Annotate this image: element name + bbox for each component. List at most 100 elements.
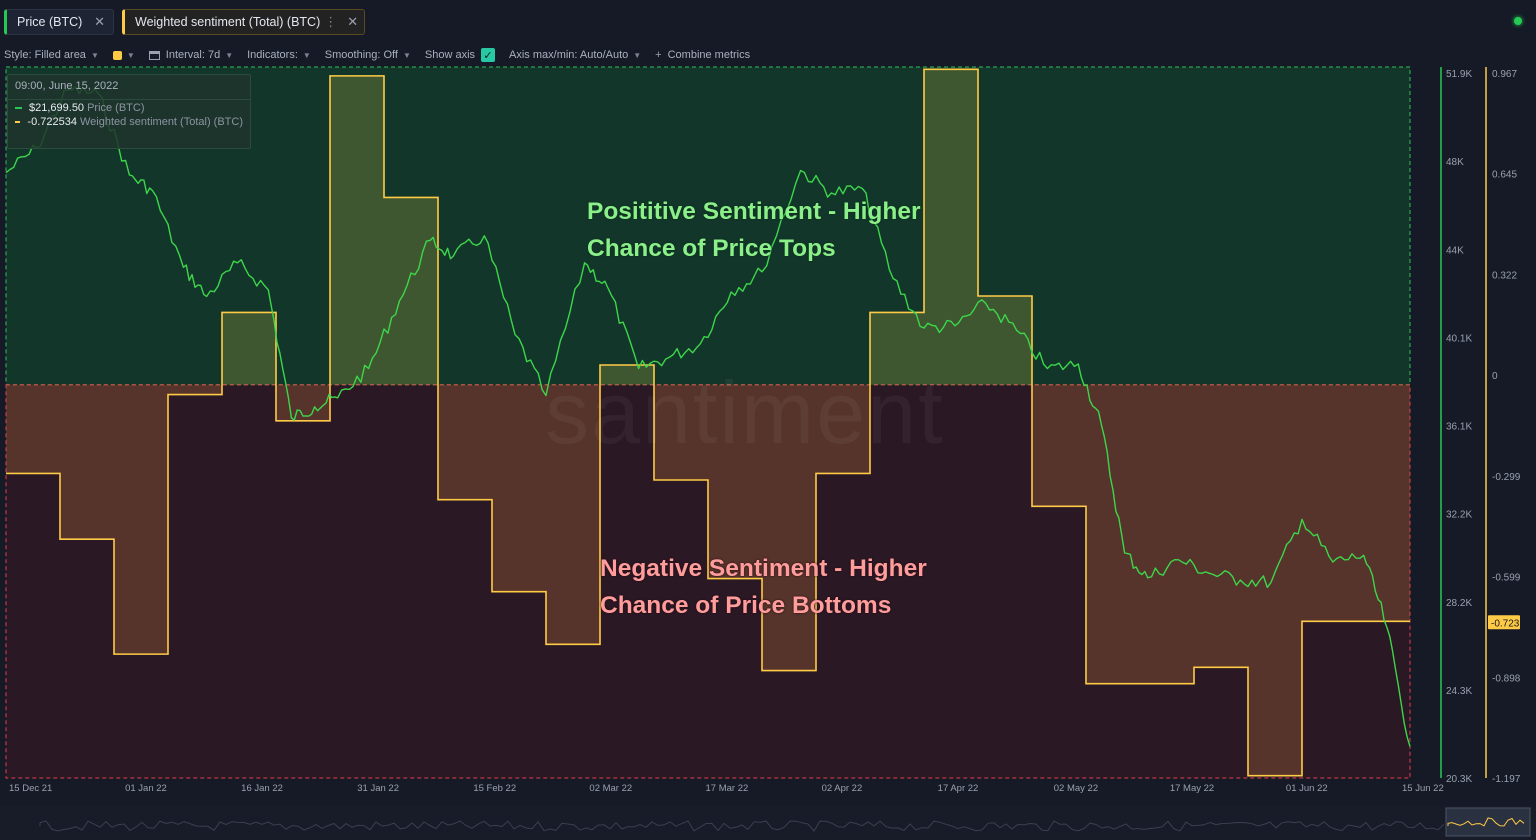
sentiment-step-area xyxy=(1248,384,1302,776)
live-status-dot xyxy=(1514,17,1522,25)
axis-minmax-label: Axis max/min: Auto/Auto xyxy=(509,49,629,61)
negative-zone xyxy=(6,384,1410,778)
sentiment-step-area xyxy=(1032,384,1086,507)
sentiment-step-area xyxy=(924,69,978,385)
show-axis-toggle[interactable]: Show axis ✓ xyxy=(424,48,496,62)
interval-label: Interval: 7d xyxy=(165,49,221,61)
smoothing-label: Smoothing: Off xyxy=(324,49,398,61)
sentiment-step-area xyxy=(168,384,222,395)
navigator-sentiment-line xyxy=(1447,817,1525,827)
sentiment-step-area xyxy=(978,296,1032,385)
tooltip-sentiment-row: -0.722534 Weighted sentiment (Total) (BT… xyxy=(8,114,250,128)
price-axis-tick-label: 20.3K xyxy=(1446,774,1472,785)
tooltip-price-value: $21,699.50 xyxy=(29,102,85,114)
positive-annotation-line2: Chance of Price Tops xyxy=(587,235,836,262)
sentiment-axis-tick-label: 0.322 xyxy=(1492,270,1517,281)
negative-annotation-line2: Chance of Price Bottoms xyxy=(600,592,892,619)
sentiment-step-area xyxy=(1356,384,1410,622)
sentiment-step-line xyxy=(6,68,1410,777)
sentiment-step-area xyxy=(1194,384,1248,668)
combine-metrics-button[interactable]: + Combine metrics xyxy=(655,49,750,61)
price-axis-tick-label: 28.2K xyxy=(1446,598,1472,609)
tab-price-btc[interactable]: Price (BTC) ✕ xyxy=(4,9,114,35)
metric-tabs: Price (BTC) ✕ Weighted sentiment (Total)… xyxy=(4,9,365,37)
chevron-down-icon: ▼ xyxy=(633,50,642,60)
style-dropdown[interactable]: Style: Filled area ▼ xyxy=(4,49,99,61)
sentiment-legend-swatch xyxy=(15,121,21,123)
price-axis-tick-label: 24.3K xyxy=(1446,686,1472,697)
x-axis-tick-label: 01 Jun 22 xyxy=(1286,783,1328,794)
x-axis-tick-label: 15 Dec 21 xyxy=(9,783,52,794)
x-axis-tick-label: 01 Jan 22 xyxy=(125,783,167,794)
sentiment-step-area xyxy=(438,384,492,500)
style-label: Style: Filled area xyxy=(4,49,86,61)
chevron-down-icon: ▼ xyxy=(402,50,411,60)
sentiment-step-area xyxy=(330,75,384,385)
plus-icon: + xyxy=(655,49,662,61)
x-axis-tick-label: 02 May 22 xyxy=(1054,783,1098,794)
positive-annotation-line1: Posititive Sentiment - Higher xyxy=(587,198,921,225)
combine-metrics-label: Combine metrics xyxy=(667,49,751,61)
price-axis-tick-label: 51.9K xyxy=(1446,69,1472,80)
sentiment-axis-tick-label: -0.898 xyxy=(1492,673,1521,684)
sentiment-current-value: -0.723 xyxy=(1491,618,1520,629)
x-axis-tick-label: 17 Apr 22 xyxy=(938,783,979,794)
sentiment-step-area xyxy=(1140,384,1194,684)
chart-toolbar: Style: Filled area ▼ ▼ Interval: 7d ▼ Indi… xyxy=(4,47,764,63)
sentiment-axis-tick-label: 0.645 xyxy=(1492,170,1517,181)
x-axis-tick-label: 16 Jan 22 xyxy=(241,783,283,794)
checkbox-checked-icon[interactable]: ✓ xyxy=(481,48,496,62)
price-legend-swatch xyxy=(15,107,22,109)
x-axis-tick-label: 17 May 22 xyxy=(1170,783,1214,794)
sentiment-step-area xyxy=(816,384,870,474)
sentiment-axis-tick-label: -0.599 xyxy=(1492,573,1521,584)
tooltip-price-name: Price (BTC) xyxy=(87,102,145,114)
sentiment-step-area xyxy=(1302,384,1356,622)
negative-zone-border xyxy=(5,384,1411,779)
price-axis-tick-label: 40.1K xyxy=(1446,333,1472,344)
tooltip-date: 09:00, June 15, 2022 xyxy=(8,75,250,100)
sentiment-axis-tick-label: -0.299 xyxy=(1492,472,1521,483)
x-axis-tick-label: 02 Apr 22 xyxy=(822,783,863,794)
smoothing-dropdown[interactable]: Smoothing: Off ▼ xyxy=(325,49,411,61)
color-picker[interactable]: ▼ xyxy=(112,50,135,60)
x-axis-tick-label: 31 Jan 22 xyxy=(357,783,399,794)
sentiment-step-area xyxy=(762,384,816,671)
navigator-selection-handle[interactable] xyxy=(1445,807,1531,837)
show-axis-label: Show axis xyxy=(424,49,476,61)
price-axis-tick-label: 48K xyxy=(1446,157,1464,168)
more-options-icon[interactable]: ⋮ xyxy=(324,14,338,29)
tooltip-price-row: $21,699.50 Price (BTC) xyxy=(8,100,250,114)
tab-price-label: Price (BTC) xyxy=(17,15,83,29)
sentiment-step-area xyxy=(870,312,924,385)
santiment-watermark: santiment xyxy=(545,363,945,462)
close-icon[interactable]: ✕ xyxy=(347,14,359,29)
close-icon[interactable]: ✕ xyxy=(94,14,105,29)
sentiment-step-area xyxy=(384,197,438,385)
interval-dropdown[interactable]: Interval: 7d ▼ xyxy=(148,49,234,61)
sentiment-step-area xyxy=(222,312,276,385)
positive-sentiment-annotation: Posititive Sentiment - Higher Chance of … xyxy=(587,193,921,267)
indicators-dropdown[interactable]: Indicators: ▼ xyxy=(247,49,311,61)
tab-weighted-sentiment[interactable]: Weighted sentiment (Total) (BTC) ⋮ ✕ xyxy=(122,9,365,35)
sentiment-step-area xyxy=(600,365,654,385)
sentiment-step-area xyxy=(546,384,600,645)
sentiment-step-area xyxy=(114,384,168,655)
tab-sentiment-label: Weighted sentiment (Total) (BTC) xyxy=(135,15,321,29)
sentiment-current-badge xyxy=(1488,615,1520,630)
chevron-down-icon: ▼ xyxy=(90,50,99,60)
navigator-sparkline xyxy=(39,820,1445,832)
sentiment-step-area xyxy=(1086,384,1140,684)
calendar-icon xyxy=(148,50,160,60)
x-axis-tick-label: 17 Mar 22 xyxy=(706,783,749,794)
chevron-down-icon: ▼ xyxy=(126,50,135,60)
tooltip-sentiment-value: -0.722534 xyxy=(27,116,77,128)
negative-sentiment-annotation: Negative Sentiment - Higher Chance of Pr… xyxy=(600,550,927,624)
sentiment-step-area xyxy=(6,384,60,474)
sentiment-axis-tick-label: -1.197 xyxy=(1492,774,1521,785)
axis-minmax-dropdown[interactable]: Axis max/min: Auto/Auto ▼ xyxy=(509,49,641,61)
x-axis-tick-label: 15 Feb 22 xyxy=(473,783,516,794)
x-axis-tick-label: 02 Mar 22 xyxy=(589,783,632,794)
price-line xyxy=(5,86,1411,747)
chevron-down-icon: ▼ xyxy=(225,50,234,60)
